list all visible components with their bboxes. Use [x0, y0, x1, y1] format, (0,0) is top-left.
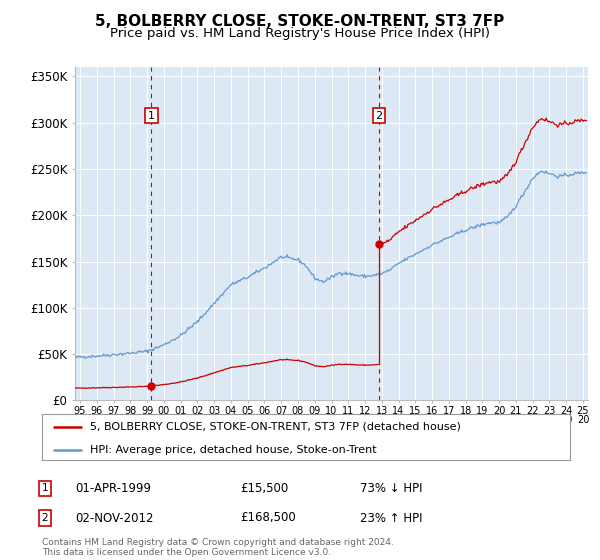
Text: 1: 1: [148, 110, 155, 120]
Text: 1: 1: [41, 483, 49, 493]
Text: 5, BOLBERRY CLOSE, STOKE-ON-TRENT, ST3 7FP: 5, BOLBERRY CLOSE, STOKE-ON-TRENT, ST3 7…: [95, 14, 505, 29]
Text: Price paid vs. HM Land Registry's House Price Index (HPI): Price paid vs. HM Land Registry's House …: [110, 27, 490, 40]
Text: 02-NOV-2012: 02-NOV-2012: [75, 511, 154, 525]
Text: 2: 2: [41, 513, 49, 523]
Text: 01-APR-1999: 01-APR-1999: [75, 482, 151, 495]
Text: 23% ↑ HPI: 23% ↑ HPI: [360, 511, 422, 525]
Text: 73% ↓ HPI: 73% ↓ HPI: [360, 482, 422, 495]
Text: 5, BOLBERRY CLOSE, STOKE-ON-TRENT, ST3 7FP (detached house): 5, BOLBERRY CLOSE, STOKE-ON-TRENT, ST3 7…: [89, 422, 460, 432]
Text: £15,500: £15,500: [240, 482, 288, 495]
Text: £168,500: £168,500: [240, 511, 296, 525]
Text: 2: 2: [376, 110, 383, 120]
Text: HPI: Average price, detached house, Stoke-on-Trent: HPI: Average price, detached house, Stok…: [89, 445, 376, 455]
Text: Contains HM Land Registry data © Crown copyright and database right 2024.
This d: Contains HM Land Registry data © Crown c…: [42, 538, 394, 557]
